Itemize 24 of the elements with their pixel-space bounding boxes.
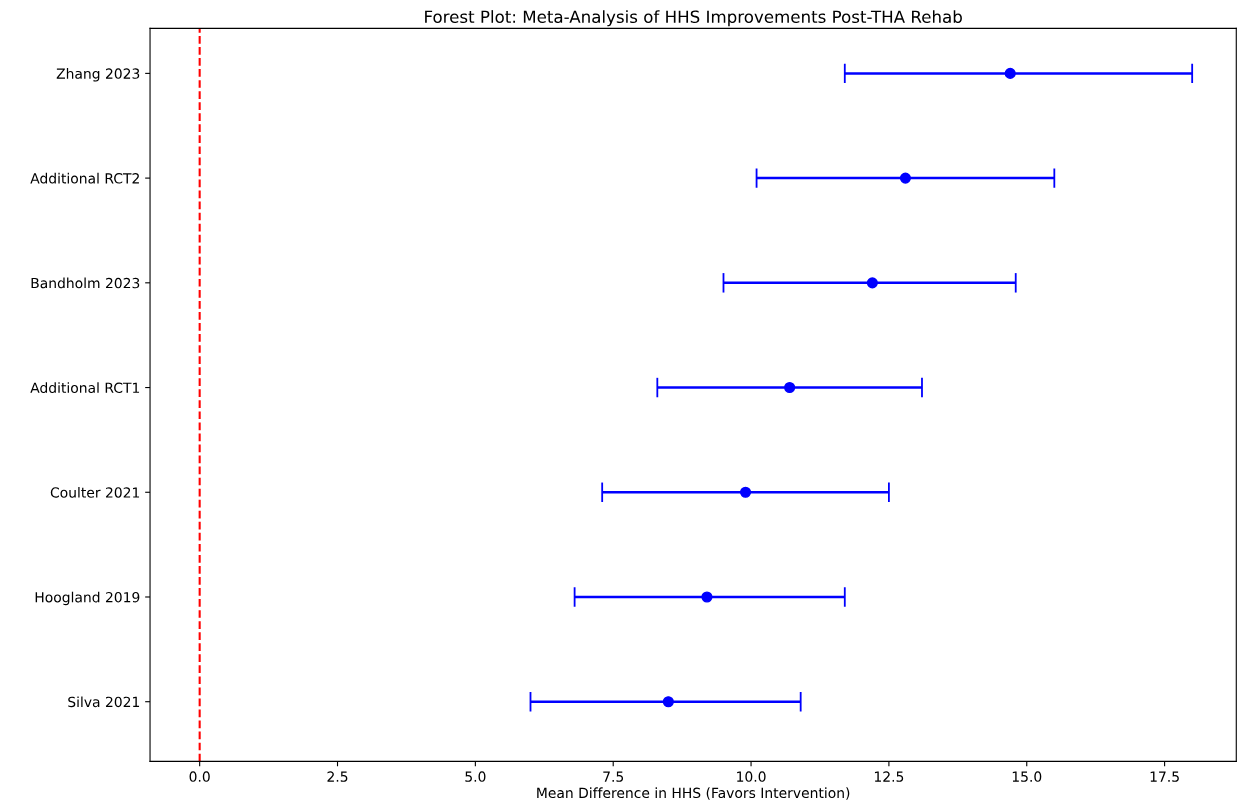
y-tick-label: Silva 2021 — [68, 696, 140, 708]
y-tick-label: Coulter 2021 — [50, 486, 140, 498]
point — [1004, 67, 1016, 79]
point — [701, 591, 713, 603]
x-tick-label: 17.5 — [1150, 771, 1179, 782]
point — [784, 381, 796, 394]
x-tick-label: 0.0 — [189, 771, 210, 782]
point — [899, 172, 912, 184]
x-tick-label: 10.0 — [737, 771, 766, 782]
x-tick-label: 5.0 — [465, 771, 486, 782]
x-axis-title: Mean Difference in HHS (Favors Intervention) — [537, 787, 850, 800]
point — [866, 277, 878, 289]
x-tick-label: 15.0 — [1012, 771, 1042, 782]
chart-title: Forest Plot: Meta-Analysis of HHS Improvements Post-THA Rehab — [425, 10, 962, 27]
y-tick-label: Additional RCT2 — [30, 172, 139, 184]
x-tick-label: 2.5 — [327, 771, 348, 782]
y-tick-label: Hoogland 2019 — [35, 591, 140, 606]
y-tick-label: Additional RCT1 — [30, 382, 140, 394]
point — [739, 486, 752, 498]
y-tick-label: Bandholm 2023 — [31, 277, 140, 289]
y-tick-label: Zhang 2023 — [56, 68, 140, 82]
point — [662, 696, 674, 708]
x-tick-label: 12.5 — [874, 771, 904, 782]
x-tick-label: 7.5 — [603, 771, 624, 782]
